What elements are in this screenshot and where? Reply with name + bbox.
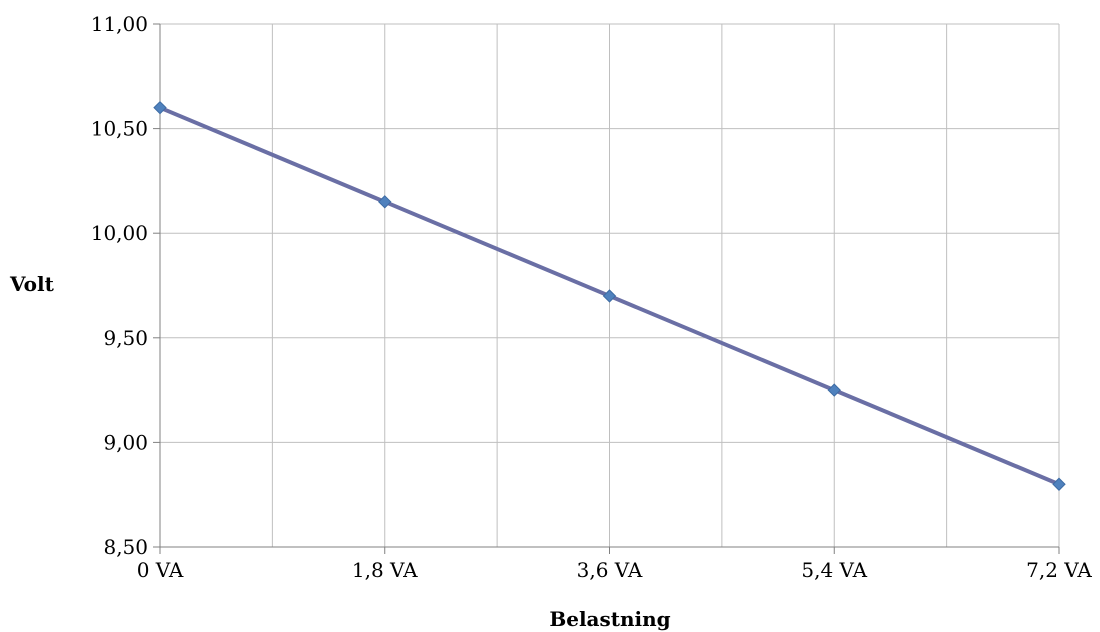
series (153, 100, 1066, 491)
x-tick-label: 3,6 VA (577, 558, 643, 582)
x-tick-label: 0 VA (137, 558, 184, 582)
x-axis-title: Belastning (549, 607, 670, 631)
y-tick-label: 9,00 (103, 430, 148, 454)
data-point (602, 289, 617, 303)
data-point (378, 195, 392, 209)
y-tick-label: 10,00 (91, 221, 148, 245)
y-tick-label: 10,50 (91, 117, 148, 141)
data-point (1052, 477, 1066, 491)
data-point (827, 383, 841, 397)
y-tick-label: 9,50 (103, 326, 148, 350)
axes (153, 23, 1060, 554)
x-tick-label: 1,8 VA (352, 558, 418, 582)
x-tick-label: 5,4 VA (801, 558, 867, 582)
grid (160, 23, 1060, 547)
tick-labels: 8,50 9,00 9,50 10,00 10,50 11,00 0 VA 1,8 VA 3,6… (91, 12, 1093, 582)
y-axis-title: Volt (9, 272, 55, 296)
y-tick-label: 11,00 (91, 12, 148, 36)
x-tick-label: 7,2 VA (1026, 558, 1092, 582)
data-point (153, 100, 167, 115)
y-tick-label: 8,50 (103, 535, 148, 559)
